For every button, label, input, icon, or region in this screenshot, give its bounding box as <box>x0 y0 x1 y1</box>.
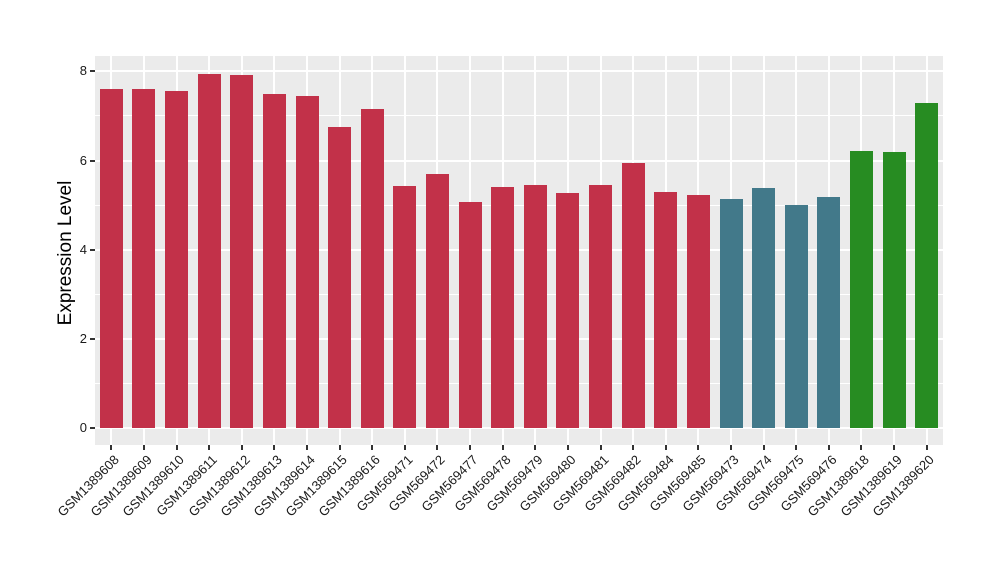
gridline-major <box>95 159 943 162</box>
x-tick-mark <box>306 445 308 450</box>
x-tick-mark <box>795 445 798 450</box>
x-tick-mark <box>762 445 765 450</box>
bar-GSM569479 <box>523 185 547 428</box>
x-tick-mark <box>664 445 667 450</box>
bar-GSM1389610 <box>165 91 189 428</box>
x-tick-mark <box>240 445 243 450</box>
x-tick-mark <box>566 445 569 450</box>
y-tick-mark <box>90 70 95 73</box>
x-tick-mark <box>697 445 700 450</box>
y-tick-label: 6 <box>79 152 87 168</box>
x-tick-mark <box>110 445 113 450</box>
x-tick-mark <box>599 445 602 450</box>
bar-GSM1389620 <box>915 103 939 428</box>
bar-GSM569473 <box>719 198 743 428</box>
y-tick-label: 2 <box>79 330 87 346</box>
bar-GSM569480 <box>556 193 580 428</box>
x-tick-mark <box>142 445 145 450</box>
bar-GSM1389609 <box>132 89 156 428</box>
x-tick-mark <box>632 445 635 450</box>
x-tick-mark <box>436 445 439 450</box>
bar-GSM569484 <box>654 191 678 428</box>
x-tick-mark <box>175 445 178 450</box>
gridline-minor <box>95 204 943 206</box>
x-tick-mark <box>338 445 341 450</box>
x-tick-mark <box>893 445 896 450</box>
bar-GSM569481 <box>589 185 613 428</box>
x-tick-mark <box>730 445 732 450</box>
y-tick-mark <box>90 248 95 251</box>
bar-GSM1389614 <box>295 95 319 428</box>
bar-GSM1389612 <box>230 74 254 428</box>
bar-GSM569472 <box>425 174 449 428</box>
bar-GSM569475 <box>784 205 808 428</box>
bar-GSM569477 <box>458 201 482 428</box>
bar-GSM569471 <box>393 185 417 428</box>
bar-GSM1389619 <box>882 151 906 428</box>
x-tick-mark <box>273 445 276 450</box>
bar-GSM1389615 <box>328 127 352 428</box>
gridline-major <box>95 70 943 73</box>
plot-panel <box>95 56 943 445</box>
x-tick-mark <box>827 445 830 450</box>
gridline-major <box>95 337 943 340</box>
x-tick-mark <box>501 445 504 450</box>
y-tick-mark <box>90 159 95 162</box>
x-tick-mark <box>469 445 472 450</box>
bar-GSM569478 <box>491 187 515 428</box>
x-tick-mark <box>371 445 374 450</box>
bar-GSM1389618 <box>849 151 873 428</box>
y-tick-label: 4 <box>79 241 87 257</box>
bar-GSM569474 <box>752 187 776 428</box>
y-tick-label: 8 <box>79 63 87 79</box>
bar-GSM569476 <box>817 197 841 428</box>
x-tick-mark <box>403 445 406 450</box>
bar-GSM1389613 <box>262 93 286 428</box>
gridline-minor <box>95 115 943 117</box>
bar-GSM1389608 <box>99 89 123 428</box>
x-tick-label: GSM1389620 <box>627 451 937 519</box>
gridline-major <box>95 248 943 251</box>
bar-GSM1389616 <box>360 109 384 428</box>
gridline-minor <box>95 382 943 384</box>
y-tick-label: 0 <box>79 419 87 435</box>
bar-GSM1389611 <box>197 73 221 428</box>
bar-GSM569485 <box>686 195 710 428</box>
x-tick-mark <box>925 445 928 450</box>
y-tick-mark <box>90 337 95 340</box>
gridline-major <box>95 426 943 429</box>
x-tick-mark <box>860 445 863 450</box>
y-tick-mark <box>90 426 95 429</box>
bar-GSM569482 <box>621 162 645 428</box>
gridline-minor <box>95 293 943 295</box>
x-tick-mark <box>534 445 537 450</box>
x-tick-mark <box>208 445 211 450</box>
